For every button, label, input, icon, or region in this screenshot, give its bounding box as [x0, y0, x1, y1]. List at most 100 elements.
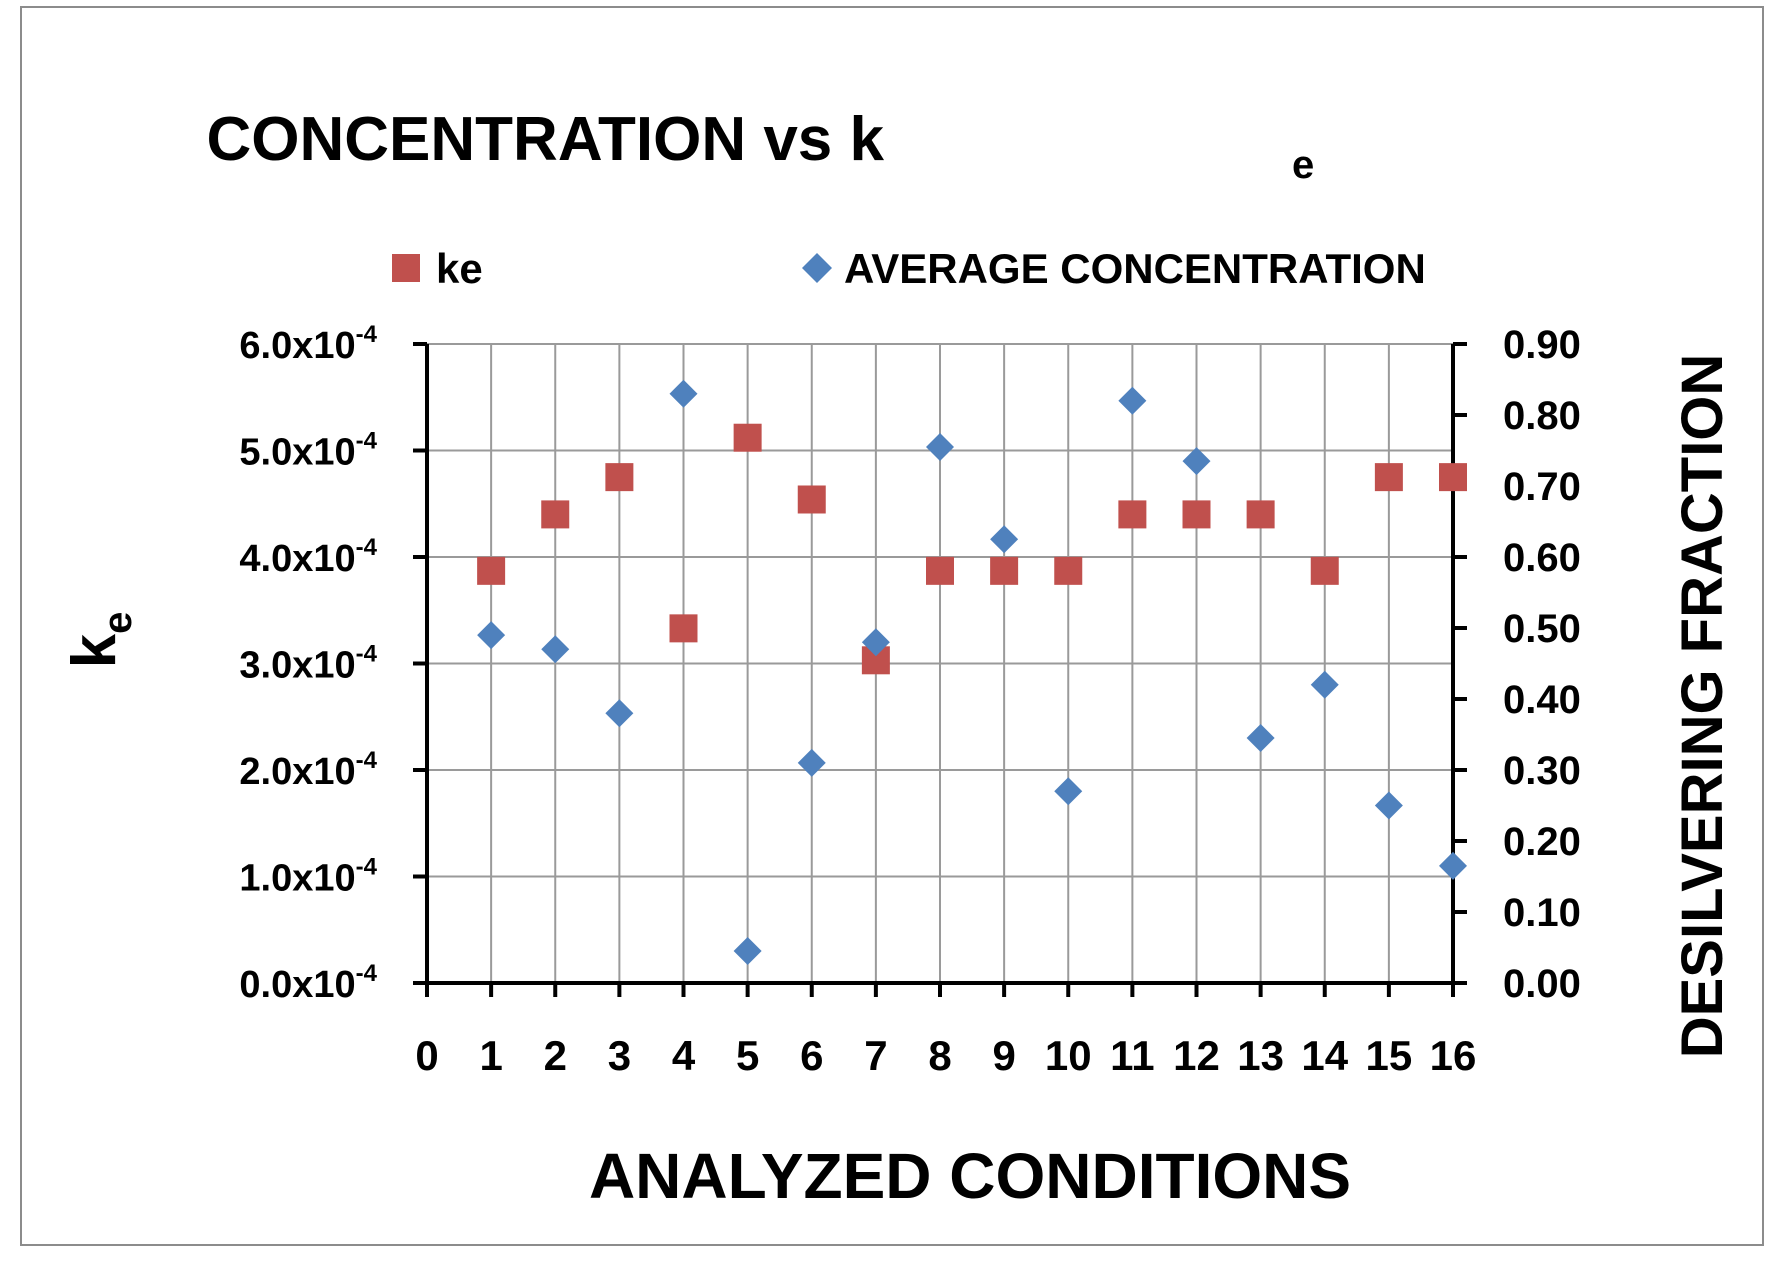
- y2-tick-label: 0.40: [1503, 678, 1581, 722]
- concentration-point: [861, 628, 890, 657]
- x-axis-label: ANALYZED CONDITIONS: [589, 1140, 1351, 1212]
- x-tick-label: 5: [736, 1032, 759, 1079]
- y2-tick-label: 0.00: [1503, 962, 1581, 1006]
- y-tick-label: 0.0x10-4: [239, 960, 377, 1006]
- y2-axis-ticks: 0.00 0.10 0.20 0.30 0.40 0.50 0.60 0.70 0.80 0.90: [1453, 323, 1581, 1006]
- x-tick-label: 12: [1173, 1032, 1220, 1079]
- y-tick-exponent: -4: [356, 321, 378, 348]
- y-tick-mantissa: 4.0x10: [239, 538, 355, 580]
- y-tick-mantissa: 6.0x10: [239, 325, 355, 367]
- x-tick-label: 3: [608, 1032, 631, 1079]
- y2-tick-label: 0.10: [1503, 891, 1581, 935]
- y-tick-mantissa: 5.0x10: [239, 432, 355, 474]
- y-tick-mantissa: 0.0x10: [239, 964, 355, 1006]
- ke-point: [1182, 500, 1211, 529]
- y-axis-label-subscript: e: [96, 612, 140, 634]
- x-tick-label: 1: [479, 1032, 502, 1079]
- x-axis-ticks: 0 1 2 3 4 5 6 7 8 9 10 11 12 13 14 15 16: [415, 983, 1476, 1079]
- y-tick-exponent: -4: [356, 534, 378, 561]
- y-tick-exponent: -4: [356, 854, 378, 881]
- x-tick-label: 6: [800, 1032, 823, 1079]
- y2-tick-label: 0.70: [1503, 465, 1581, 509]
- ke-point: [733, 423, 762, 452]
- y-tick-exponent: -4: [356, 641, 378, 668]
- y-tick-exponent: -4: [356, 428, 378, 455]
- y2-tick-label: 0.90: [1503, 323, 1581, 367]
- concentration-point: [1182, 447, 1211, 476]
- x-tick-label: 10: [1045, 1032, 1092, 1079]
- y2-tick-label: 0.80: [1503, 394, 1581, 438]
- x-tick-label: 15: [1366, 1032, 1413, 1079]
- y2-tick-label: 0.50: [1503, 607, 1581, 651]
- y-tick-mantissa: 2.0x10: [239, 751, 355, 793]
- y-tick-label: 6.0x10-4: [239, 321, 377, 367]
- y2-tick-label: 0.30: [1503, 749, 1581, 793]
- x-tick-label: 4: [672, 1032, 696, 1079]
- x-tick-label: 9: [992, 1032, 1015, 1079]
- chart-frame: [20, 6, 1764, 1246]
- concentration-point: [1310, 670, 1339, 699]
- concentration-point: [733, 937, 762, 966]
- x-tick-label: 11: [1110, 1032, 1154, 1079]
- chart-title-subscript: e: [1292, 143, 1314, 187]
- concentration-point: [541, 635, 570, 664]
- ke-point: [605, 463, 634, 492]
- svg-text:ke: ke: [60, 612, 140, 669]
- legend-ke-marker: [392, 254, 420, 282]
- legend: ke AVERAGE CONCENTRATION: [392, 245, 1426, 292]
- x-tick-label: 0: [415, 1032, 438, 1079]
- y-tick-label: 3.0x10-4: [239, 641, 377, 687]
- ke-point: [990, 556, 1019, 585]
- legend-concentration-marker: [802, 253, 832, 283]
- concentration-point: [990, 525, 1019, 554]
- y-tick-mantissa: 3.0x10: [239, 645, 355, 687]
- legend-concentration-label: AVERAGE CONCENTRATION: [844, 245, 1426, 292]
- concentration-point: [1118, 386, 1147, 415]
- y-tick-exponent: -4: [356, 747, 378, 774]
- y-tick-label: 1.0x10-4: [239, 854, 377, 900]
- ke-point: [1246, 500, 1275, 529]
- y2-tick-label: 0.60: [1503, 536, 1581, 580]
- y-axis-label-text: k: [60, 633, 129, 668]
- x-tick-label: 16: [1430, 1032, 1477, 1079]
- ke-point: [477, 556, 506, 585]
- concentration-point: [1054, 777, 1083, 806]
- ke-point: [1374, 463, 1403, 492]
- y2-axis-label: DESILVERING FRACTION: [1670, 354, 1735, 1059]
- concentration-point: [605, 699, 634, 728]
- y2-tick-label: 0.20: [1503, 820, 1581, 864]
- y-tick-exponent: -4: [356, 960, 378, 987]
- concentration-point: [1439, 851, 1467, 880]
- ke-point: [1118, 500, 1147, 529]
- data-series: [477, 379, 1467, 966]
- y-tick-mantissa: 1.0x10: [239, 858, 355, 900]
- chart-title-text: CONCENTRATION vs k: [207, 105, 885, 174]
- y-tick-label: 2.0x10-4: [239, 747, 377, 793]
- y-tick-label: 4.0x10-4: [239, 534, 377, 580]
- concentration-point: [1374, 791, 1403, 820]
- x-tick-label: 14: [1301, 1032, 1348, 1079]
- y-axis-label: ke: [60, 612, 140, 669]
- ke-point: [1054, 556, 1083, 585]
- ke-point: [669, 614, 698, 643]
- concentration-point: [669, 379, 698, 408]
- ke-point: [926, 556, 954, 585]
- ke-point: [1310, 556, 1339, 585]
- concentration-point: [477, 621, 506, 650]
- legend-ke-label: ke: [436, 245, 483, 292]
- y-axis-ticks: 0.0x10-41.0x10-42.0x10-43.0x10-44.0x10-4…: [239, 321, 427, 1006]
- ke-point: [797, 485, 826, 514]
- ke-point: [1439, 463, 1467, 492]
- x-tick-label: 13: [1237, 1032, 1284, 1079]
- x-tick-label: 8: [928, 1032, 951, 1079]
- x-tick-label: 7: [864, 1032, 887, 1079]
- gridlines: [427, 343, 1454, 983]
- x-tick-label: 2: [544, 1032, 567, 1079]
- concentration-point: [797, 748, 826, 777]
- chart-title: CONCENTRATION vs k: [207, 105, 885, 174]
- y-tick-label: 5.0x10-4: [239, 428, 377, 474]
- concentration-point: [1246, 724, 1275, 753]
- ke-point: [541, 500, 570, 529]
- concentration-point: [926, 432, 954, 461]
